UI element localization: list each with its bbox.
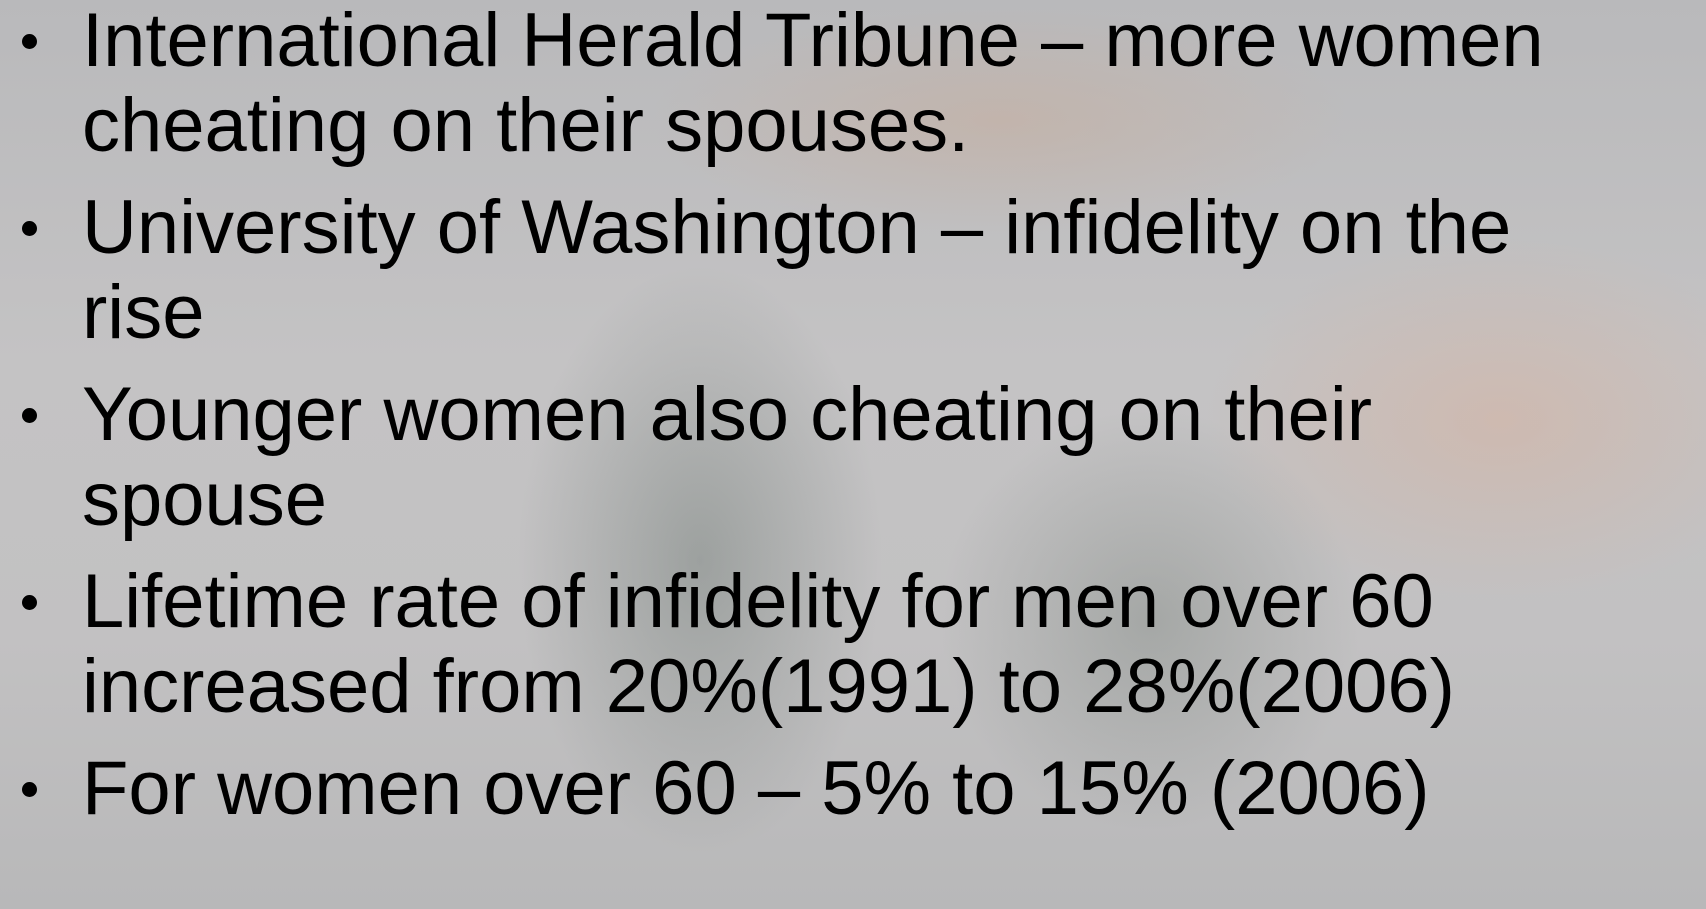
bullet-dot bbox=[22, 595, 37, 610]
bullet-item: Lifetime rate of infidelity for men over… bbox=[0, 559, 1572, 729]
bullet-item: International Herald Tribune – more wome… bbox=[0, 0, 1572, 168]
bullet-text: University of Washington – infidelity on… bbox=[82, 185, 1511, 355]
bullet-dot bbox=[22, 782, 37, 797]
bullet-dot bbox=[22, 221, 37, 236]
bullet-text: International Herald Tribune – more wome… bbox=[82, 0, 1544, 168]
bullet-dot bbox=[22, 408, 37, 423]
bullet-dot bbox=[22, 34, 37, 49]
bullet-item: For women over 60 – 5% to 15% (2006) bbox=[0, 746, 1572, 831]
bullet-text: Younger women also cheating on their spo… bbox=[82, 372, 1372, 542]
bullet-item: University of Washington – infidelity on… bbox=[0, 185, 1572, 355]
bullet-text: For women over 60 – 5% to 15% (2006) bbox=[82, 746, 1430, 831]
slide: International Herald Tribune – more wome… bbox=[0, 0, 1706, 909]
bullet-item: Younger women also cheating on their spo… bbox=[0, 372, 1572, 542]
bullet-text: Lifetime rate of infidelity for men over… bbox=[82, 559, 1455, 729]
bullet-list: International Herald Tribune – more wome… bbox=[0, 0, 1600, 848]
